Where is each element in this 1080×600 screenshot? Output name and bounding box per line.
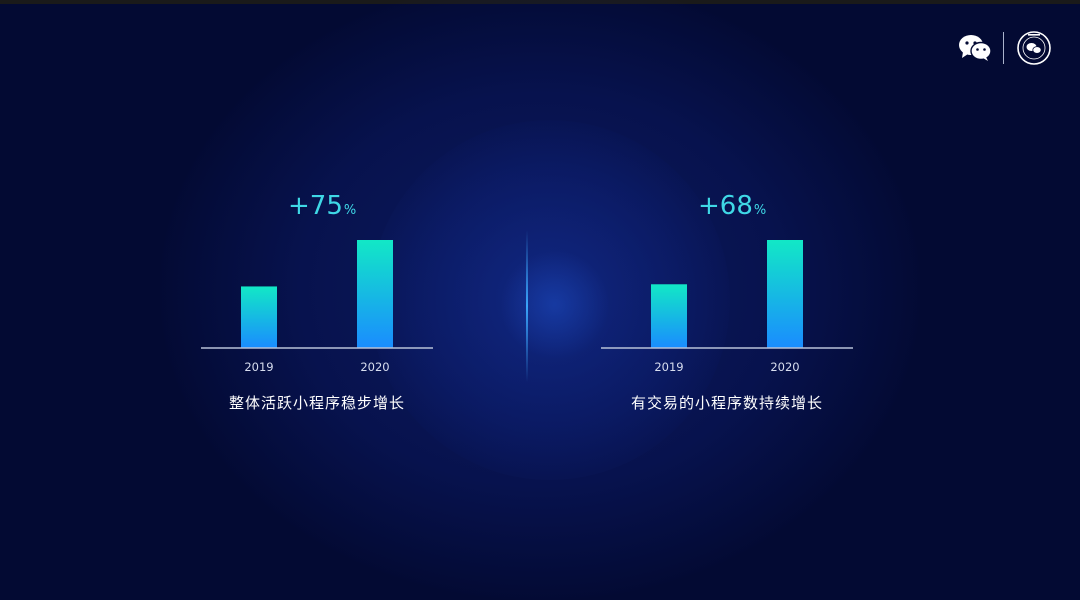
tick-label-2020: 2020 (770, 360, 799, 374)
tick-label-2019: 2019 (244, 360, 273, 374)
chart-caption: 有交易的小程序数持续增长 (630, 394, 823, 412)
growth-value: +68 (698, 191, 753, 221)
bar-2020 (767, 240, 803, 348)
tick-label-2019: 2019 (654, 360, 683, 374)
wechat-icon (959, 35, 992, 61)
seal-logo (1017, 31, 1051, 65)
growth-unit: % (343, 203, 357, 218)
chart-caption: 整体活跃小程序稳步增长 (228, 394, 405, 412)
logo-separator (1003, 32, 1004, 64)
chart-plot: 2019 2020 (201, 240, 433, 374)
chart-plot: 2019 2020 (601, 240, 853, 374)
center-divider (526, 230, 528, 382)
growth-value: +75 (288, 191, 343, 221)
growth-label: +75% (288, 192, 356, 225)
chart-transaction-miniprograms: 2019 2020 +68% 有交易的小程序数持续增长 (597, 180, 857, 420)
background-glow-core (500, 250, 610, 360)
growth-unit: % (753, 203, 767, 218)
bar-2019 (651, 284, 687, 348)
tick-label-2020: 2020 (360, 360, 389, 374)
bar-2019 (241, 286, 277, 348)
chart-active-miniprograms: 2019 2020 +75% 整体活跃小程序稳步增长 (187, 180, 447, 420)
growth-label: +68% (698, 192, 766, 225)
bar-2020 (357, 240, 393, 348)
